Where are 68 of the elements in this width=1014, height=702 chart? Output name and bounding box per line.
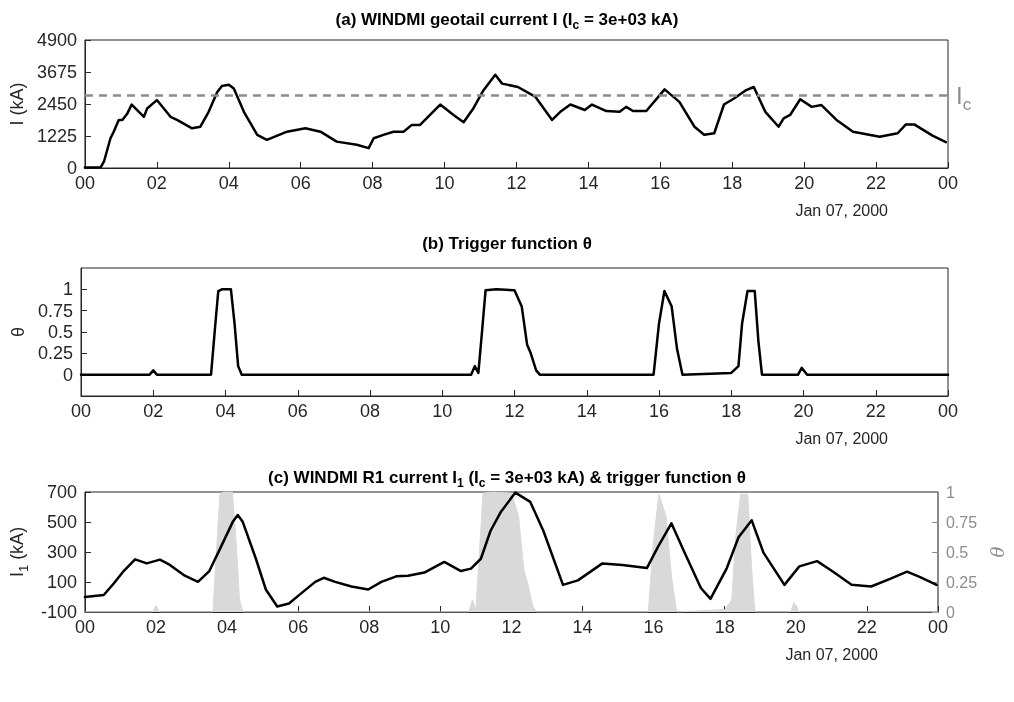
x-tick-label: 10 (434, 173, 455, 193)
y2-tick-label: 0.75 (945, 513, 978, 531)
y-tick-label: 0.25 (37, 343, 73, 364)
x-tick-label: 18 (714, 617, 735, 637)
x-tick-label: 06 (287, 401, 308, 421)
x-tick-label: 12 (501, 617, 522, 637)
y-tick-label: 2450 (36, 94, 77, 114)
x-tick-label: 10 (430, 617, 451, 637)
x-tick-label: 20 (794, 173, 815, 193)
x-tick-label: 14 (576, 401, 597, 421)
x-tick-label: 08 (359, 401, 381, 421)
x-tick-label: 16 (643, 617, 664, 637)
y-tick-label: -100 (40, 602, 77, 622)
y-tick-label: 0 (66, 158, 77, 178)
y-tick-label: 300 (46, 542, 77, 562)
y-tick-label: 3675 (36, 62, 77, 82)
x-tick-label: 00 (74, 173, 95, 193)
x-tick-label: 20 (793, 401, 814, 421)
x-axis-title: Jan 07, 2000 (785, 645, 879, 663)
x-tick-label: 22 (866, 173, 887, 193)
x-tick-label: 04 (218, 173, 239, 193)
y2-axis-title: θ (986, 546, 1008, 558)
y-axis-title: θ (8, 326, 29, 338)
x-tick-label: 12 (504, 401, 525, 421)
x-tick-label: 06 (290, 173, 311, 193)
chart-title: (b) Trigger function θ (422, 234, 592, 253)
y-tick-label: 4900 (36, 30, 77, 50)
x-tick-label: 02 (146, 617, 167, 637)
y-axis-title: I1 (kA) (7, 526, 31, 578)
y-tick-label: 0.75 (37, 300, 73, 321)
x-tick-label: 16 (650, 173, 671, 193)
y2-tick-label: 0 (945, 603, 955, 621)
x-tick-label: 14 (578, 173, 599, 193)
x-tick-label: 00 (74, 617, 95, 637)
y-tick-label: 1225 (36, 126, 77, 146)
x-tick-label: 22 (856, 617, 877, 637)
y-tick-label: 0 (62, 364, 73, 385)
y-axis-title: I (kA) (7, 82, 27, 126)
x-tick-label: 02 (146, 173, 167, 193)
x-tick-label: 02 (143, 401, 164, 421)
x-tick-label: 10 (432, 401, 453, 421)
x-axis-title: Jan 07, 2000 (795, 201, 889, 219)
x-tick-label: 12 (506, 173, 527, 193)
x-tick-label: 00 (70, 401, 92, 421)
x-tick-label: 18 (721, 401, 742, 421)
x-tick-label: 06 (288, 617, 309, 637)
y-tick-label: 500 (46, 512, 77, 532)
x-tick-label: 04 (215, 401, 236, 421)
y2-tick-label: 0.25 (945, 573, 978, 591)
x-tick-label: 18 (722, 173, 743, 193)
y-tick-label: 700 (46, 482, 77, 502)
x-tick-label: 00 (937, 173, 959, 193)
x-tick-label: 04 (217, 617, 238, 637)
x-axis-title: Jan 07, 2000 (795, 429, 889, 447)
x-tick-label: 20 (785, 617, 806, 637)
y2-tick-label: 1 (945, 483, 955, 501)
x-tick-label: 00 (927, 617, 948, 637)
x-tick-label: 08 (359, 617, 380, 637)
x-tick-label: 00 (937, 401, 959, 421)
line-series (79, 288, 950, 376)
y-tick-label: 1 (62, 279, 73, 300)
x-tick-label: 22 (865, 401, 886, 421)
y2-tick-label: 0.5 (945, 543, 969, 561)
x-tick-label: 16 (648, 401, 670, 421)
x-tick-label: 14 (572, 617, 593, 637)
x-tick-label: 08 (362, 173, 383, 193)
y-tick-label: 0.5 (47, 322, 73, 342)
y-tick-label: 100 (46, 572, 77, 592)
